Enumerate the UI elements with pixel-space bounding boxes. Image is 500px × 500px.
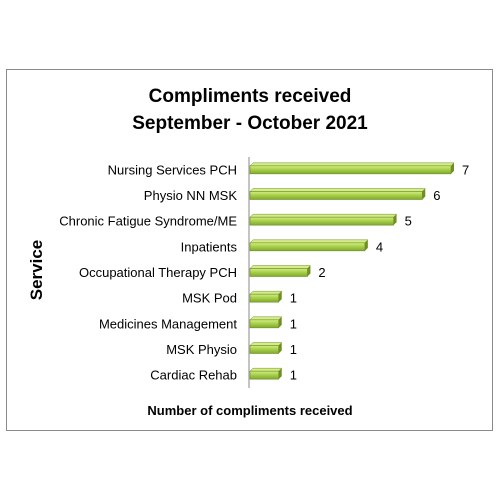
bar-end-face <box>364 239 368 251</box>
category-label: Cardiac Rehab <box>150 368 237 383</box>
bar-end-face <box>393 214 397 226</box>
bar-value-label: 1 <box>290 368 297 383</box>
bar <box>249 242 366 252</box>
category-label: Physio NN MSK <box>144 188 238 203</box>
bar-value-label: 7 <box>462 162 469 177</box>
category-label: Occupational Therapy PCH <box>79 265 237 280</box>
category-label: MSK Pod <box>182 291 237 306</box>
bar-top-face <box>249 316 283 321</box>
bar-value-label: 5 <box>405 214 412 229</box>
bar <box>249 370 280 380</box>
bar-end-face <box>307 265 311 277</box>
bar-end-face <box>278 291 282 303</box>
bar-top-face <box>249 213 398 218</box>
bar-top-face <box>249 342 283 346</box>
bar-value-label: 6 <box>433 188 440 203</box>
chart-title-line-1: Compliments received <box>148 86 352 107</box>
category-label: Nursing Services PCH <box>108 162 237 177</box>
x-axis-label: Number of compliments received <box>147 403 353 418</box>
category-label: MSK Physio <box>166 342 237 357</box>
bar-top-face <box>249 367 283 372</box>
category-label: Inpatients <box>181 239 238 254</box>
bar-top-face <box>249 188 426 192</box>
bar-end-face <box>451 162 454 174</box>
bar <box>249 268 308 277</box>
bar <box>249 293 280 303</box>
bar-end-face <box>278 342 282 354</box>
bar-top-face <box>249 239 369 244</box>
bar <box>249 216 394 226</box>
bar-value-label: 4 <box>376 239 383 254</box>
bar-value-label: 1 <box>290 291 297 306</box>
bar <box>249 191 423 200</box>
bar-end-face <box>278 316 282 328</box>
bar-end-face <box>422 188 426 200</box>
bar <box>249 345 280 354</box>
chart-title-line-2: September - October 2021 <box>132 113 368 134</box>
bar <box>249 319 280 329</box>
bar-end-face <box>278 368 282 380</box>
category-label: Chronic Fatigue Syndrome/ME <box>59 214 237 229</box>
bar-top-face <box>249 265 312 269</box>
bar-value-label: 1 <box>290 342 297 357</box>
category-label: Medicines Management <box>99 316 237 331</box>
bar-top-face <box>249 290 283 295</box>
bar-top-face <box>249 162 455 167</box>
bar <box>249 165 452 175</box>
bar-value-label: 1 <box>290 316 297 331</box>
bar-value-label: 2 <box>318 265 325 280</box>
